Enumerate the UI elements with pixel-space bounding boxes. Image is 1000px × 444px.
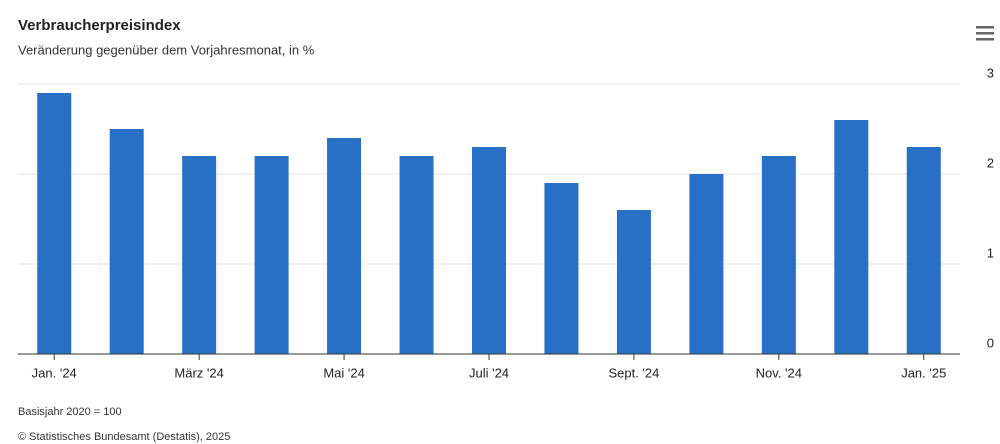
bar (544, 183, 579, 354)
x-tick-label: Juli '24 (469, 365, 509, 380)
bar (689, 174, 724, 354)
menu-button[interactable] (976, 26, 994, 41)
chart-title: Verbraucherpreisindex (18, 17, 181, 34)
bar (834, 120, 869, 354)
chart-subtitle: Veränderung gegenüber dem Vorjahresmonat… (18, 42, 315, 57)
menu-bar (976, 38, 994, 41)
bar (399, 156, 434, 354)
y-tick-label: 2 (987, 155, 994, 170)
bar (37, 93, 72, 354)
x-tick-label: Jan. '24 (32, 365, 77, 380)
x-tick-label: Mai '24 (323, 365, 365, 380)
y-tick-label: 0 (987, 335, 994, 350)
bar (906, 147, 941, 354)
bar (616, 210, 651, 354)
x-tick-label: Sept. '24 (608, 365, 659, 380)
bar (182, 156, 217, 354)
bar (327, 138, 362, 354)
x-tick-label: Nov. '24 (756, 365, 802, 380)
bar (254, 156, 289, 354)
y-tick-label: 1 (987, 245, 994, 260)
menu-bar (976, 32, 994, 35)
x-tick-label: Jan. '25 (901, 365, 946, 380)
bar (109, 129, 144, 354)
bar (761, 156, 796, 354)
menu-bar (976, 26, 994, 29)
bar (472, 147, 506, 354)
x-tick-label: März '24 (174, 365, 223, 380)
source: © Statistisches Bundesamt (Destatis), 20… (18, 431, 230, 443)
note: Basisjahr 2020 = 100 (18, 406, 122, 418)
y-tick-label: 3 (987, 65, 994, 80)
